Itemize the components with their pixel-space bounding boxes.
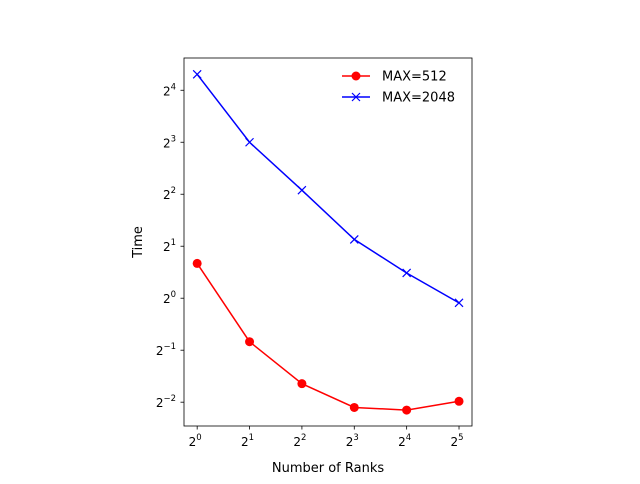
- y-tick-label: 2−2: [156, 394, 176, 410]
- y-tick-label: 2−1: [156, 342, 176, 358]
- legend-marker: [351, 71, 361, 81]
- data-point: [349, 234, 359, 244]
- series-line-0: [196, 263, 460, 411]
- x-tick-label: 22: [293, 433, 306, 449]
- legend-marker: [351, 92, 361, 102]
- y-tick-label: 23: [163, 134, 176, 150]
- data-point: [402, 268, 412, 278]
- y-tick-label: 22: [163, 186, 176, 202]
- y-axis-label: Time: [131, 226, 146, 259]
- x-tick-label: 20: [189, 433, 202, 449]
- x-tick-label: 23: [346, 433, 359, 449]
- x-axis-label: Number of Ranks: [272, 461, 384, 476]
- data-point: [349, 402, 359, 412]
- x-tick-label: 21: [241, 433, 254, 449]
- y-tick-label: 21: [163, 238, 176, 254]
- data-point: [245, 337, 255, 347]
- data-point: [245, 137, 254, 147]
- series-line-1: [196, 73, 460, 304]
- x-tick-label: 25: [450, 433, 463, 449]
- y-tick-label: 24: [163, 82, 176, 98]
- data-point: [192, 69, 202, 79]
- data-point: [402, 405, 412, 415]
- legend-label: MAX=2048: [382, 91, 455, 106]
- plot-frame: [183, 57, 473, 427]
- data-point: [454, 396, 464, 406]
- data-point: [192, 258, 202, 268]
- data-point: [297, 185, 307, 195]
- data-point: [297, 379, 307, 389]
- legend-label: MAX=512: [382, 70, 447, 85]
- x-tick-label: 24: [398, 433, 411, 449]
- y-tick-label: 20: [163, 290, 176, 306]
- data-point: [454, 298, 464, 308]
